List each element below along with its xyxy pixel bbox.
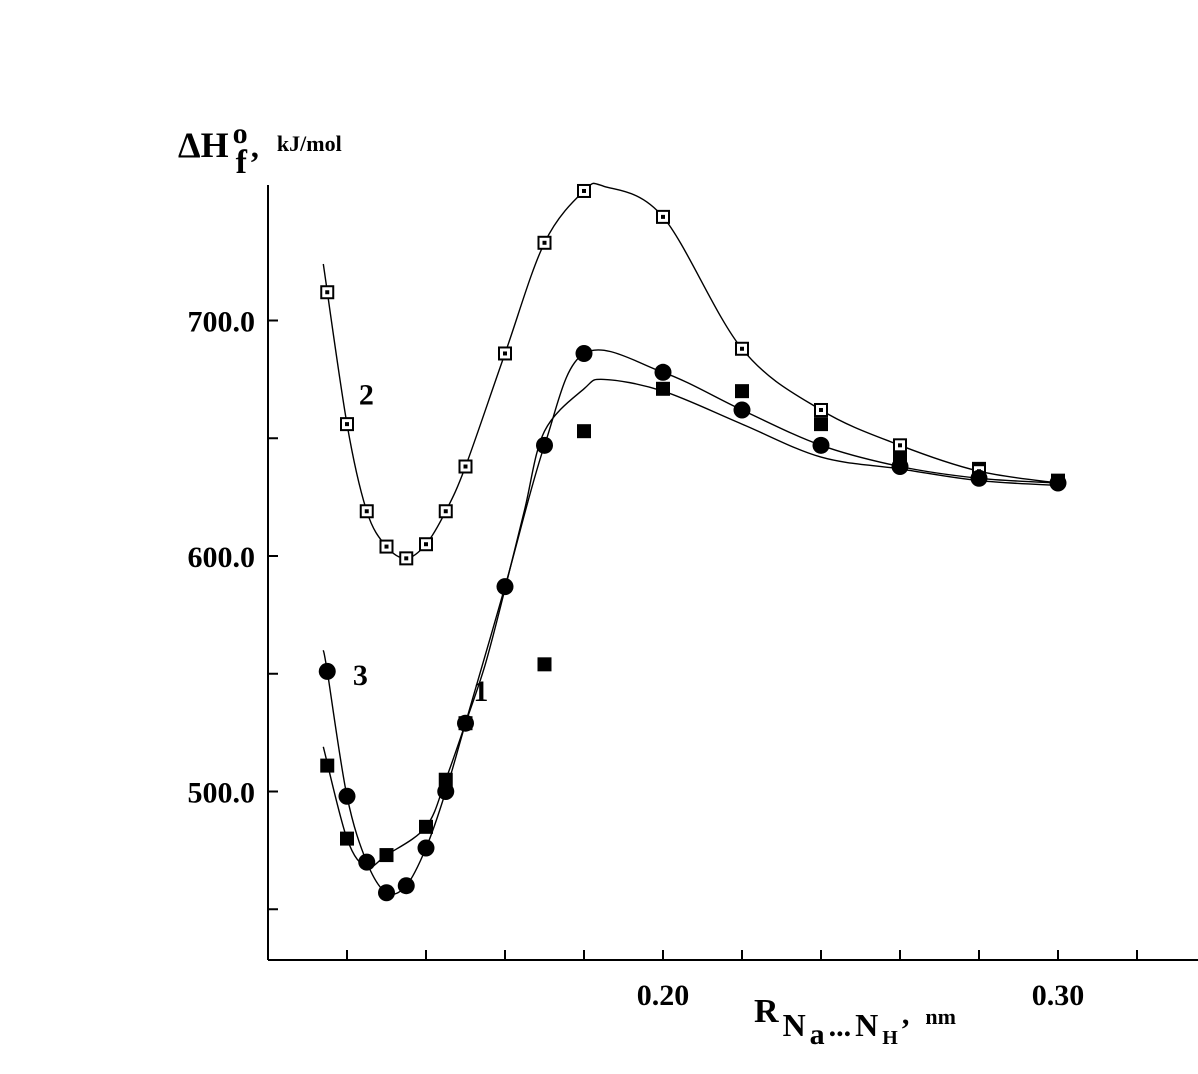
series-2-point xyxy=(577,183,591,198)
series-2-point xyxy=(340,417,354,432)
series-2-point xyxy=(359,504,374,519)
series-label-2: 2 xyxy=(359,379,374,412)
series-2-point xyxy=(438,504,453,519)
series-labels: 1 2 3 xyxy=(353,379,488,709)
series-1-point xyxy=(320,758,335,773)
series-1-point xyxy=(537,657,552,672)
open-square-inner xyxy=(542,240,547,245)
series-2-point xyxy=(458,459,473,474)
series-1-point xyxy=(379,848,394,863)
series-3-point xyxy=(417,839,435,857)
open-square-inner xyxy=(463,464,468,469)
series-2-point xyxy=(537,235,552,250)
x-axis-title-sub1b: a xyxy=(810,1018,825,1051)
open-square-inner xyxy=(364,509,369,514)
series-1-point xyxy=(419,819,433,834)
open-square-inner xyxy=(345,422,349,427)
series-2-point xyxy=(656,209,670,224)
open-square-inner xyxy=(661,214,665,219)
y-tick-label: 600.0 xyxy=(188,541,256,574)
x-axis-title: R N a ... N H , nm xyxy=(754,993,956,1051)
tick-labels: 0.20 0.30 500.0 600.0 700.0 xyxy=(188,306,1085,1013)
series-3-point xyxy=(536,436,553,454)
x-axis-title-dots: ... xyxy=(829,1010,852,1043)
series-3-point xyxy=(457,714,474,732)
series-3-point xyxy=(1049,474,1067,492)
y-axis-title-superscript: o xyxy=(233,117,248,150)
series-2-point xyxy=(498,346,512,361)
x-axis-title-unit: nm xyxy=(925,1004,956,1029)
series-2-point xyxy=(419,537,433,552)
series-1-point xyxy=(438,772,453,787)
series-1-point xyxy=(340,831,354,846)
open-square-inner xyxy=(819,407,823,412)
y-tick-label: 700.0 xyxy=(188,306,256,339)
series-1-point xyxy=(735,384,749,399)
open-square-inner xyxy=(582,188,586,193)
series-3-point xyxy=(654,363,672,381)
series-3-point xyxy=(437,783,455,800)
y-axis-title-subscript: f xyxy=(236,144,248,181)
open-square-inner xyxy=(384,544,389,549)
x-tick-label: 0.30 xyxy=(1032,979,1085,1012)
y-axis-title-symbol: ΔH xyxy=(178,125,229,165)
y-axis-title-unit: kJ/mol xyxy=(277,131,342,156)
series-1-point xyxy=(814,417,828,432)
axes xyxy=(267,185,1198,961)
series-3-point xyxy=(358,853,376,871)
series-2-line xyxy=(322,182,1059,560)
open-square-inner xyxy=(443,509,448,514)
ticks xyxy=(268,319,1138,960)
series-2-point xyxy=(814,402,828,417)
series-1-point xyxy=(656,381,670,396)
series-label-1: 1 xyxy=(473,675,488,708)
series-3-point xyxy=(318,662,336,680)
open-square-inner xyxy=(424,542,428,547)
x-axis-title-sub2b: H xyxy=(882,1027,898,1049)
open-square-inner xyxy=(325,290,330,295)
x-axis-title-sub2: N xyxy=(855,1007,878,1043)
series-2-point xyxy=(399,551,414,566)
open-square-inner xyxy=(503,351,507,356)
series-3-point xyxy=(970,469,988,487)
y-axis-title-comma: , xyxy=(251,128,259,164)
series-label-3: 3 xyxy=(353,659,368,692)
x-tick-label: 0.20 xyxy=(637,979,690,1012)
series-2-point xyxy=(379,539,394,554)
series-2-point xyxy=(320,285,335,300)
series-markers xyxy=(318,183,1067,902)
open-square-inner xyxy=(740,346,744,351)
series-3-point xyxy=(378,884,395,902)
series-2-point xyxy=(735,341,749,356)
series-2-point xyxy=(893,438,907,453)
x-axis-title-symbol: R xyxy=(754,993,779,1030)
y-tick-label: 500.0 xyxy=(188,777,256,810)
series-3-point xyxy=(397,877,415,895)
open-square-inner xyxy=(898,443,902,448)
y-axis-title: ΔH o f , kJ/mol xyxy=(178,117,342,181)
series-3-point xyxy=(338,787,356,805)
x-axis-title-comma: , xyxy=(902,998,910,1031)
series-3-point xyxy=(575,344,593,362)
series-3-point xyxy=(812,436,830,454)
series-3-point xyxy=(733,401,751,419)
series-3-point xyxy=(496,578,514,596)
series-1-point xyxy=(577,424,591,439)
series-1-line xyxy=(322,378,1059,869)
x-axis-title-sub1: N xyxy=(783,1007,806,1043)
open-square-inner xyxy=(404,556,409,561)
series-curves xyxy=(322,182,1059,896)
series-3-point xyxy=(891,458,909,476)
